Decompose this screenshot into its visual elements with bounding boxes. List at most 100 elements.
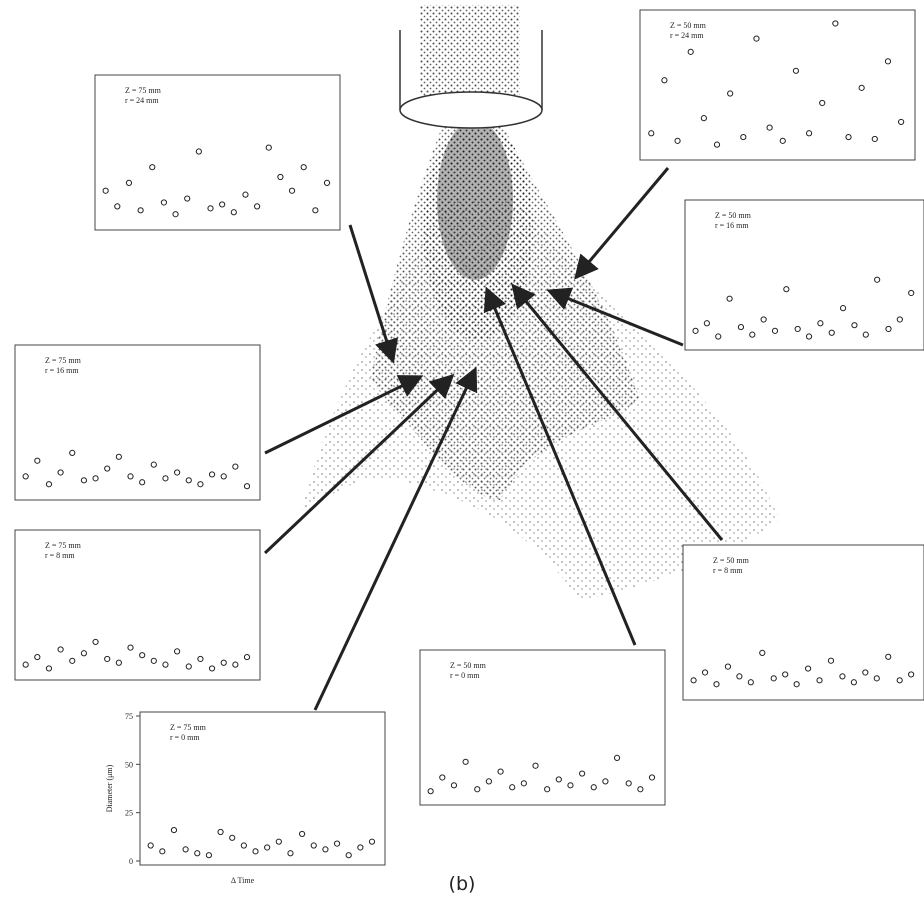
y-tick-label: 50 (125, 760, 133, 769)
data-point (862, 331, 869, 338)
data-point (264, 844, 271, 851)
data-point (45, 481, 53, 488)
data-point (760, 316, 767, 323)
panel: Z = 50 mmr = 8 mm (682, 544, 924, 701)
data-point (817, 320, 824, 327)
data-point (92, 475, 99, 482)
data-point (205, 852, 213, 859)
data-point (726, 295, 733, 302)
panel-subtitle: r = 0 mm (170, 733, 200, 742)
panel: Z = 50 mmr = 16 mm (684, 199, 924, 351)
data-point (182, 846, 189, 853)
data-point (139, 652, 146, 659)
data-point (885, 325, 892, 333)
panel-subtitle: r = 24 mm (125, 96, 159, 105)
data-point (127, 473, 134, 480)
panel-title: Z = 75 mm (125, 86, 162, 95)
data-point (242, 191, 249, 198)
data-point (532, 762, 539, 769)
panel-frame (14, 344, 261, 501)
panel: Z = 75 mmr = 16 mm (14, 344, 261, 501)
data-point (160, 199, 168, 206)
data-point (57, 646, 64, 653)
y-tick-label: 0 (129, 857, 133, 866)
data-point (184, 195, 191, 202)
data-point (229, 834, 236, 841)
data-point (232, 661, 239, 668)
data-point (828, 329, 835, 336)
data-point (299, 830, 306, 838)
data-point (125, 179, 133, 186)
data-point (648, 130, 655, 137)
data-point (873, 675, 880, 682)
data-point (845, 133, 852, 141)
data-point (45, 665, 53, 672)
data-point (715, 333, 722, 340)
data-point (208, 471, 216, 478)
panel-title: Z = 50 mm (713, 556, 750, 565)
data-point (858, 84, 865, 91)
panel-frame (139, 711, 386, 866)
panel-title: Z = 50 mm (450, 661, 487, 670)
y-axis-label: Diameter (μm) (105, 764, 114, 812)
data-point (243, 653, 251, 661)
data-point (896, 316, 903, 323)
data-point (871, 135, 878, 143)
data-point (230, 209, 237, 216)
data-point (277, 173, 284, 181)
data-point (737, 323, 745, 331)
panel: Z = 75 mmr = 0 mm 75 50 25 0 Diameter (μm) Δ T… (105, 711, 386, 885)
panel-title: Z = 50 mm (670, 21, 707, 30)
y-tick-label: 75 (125, 712, 133, 721)
data-point (759, 649, 766, 656)
data-point (219, 201, 226, 208)
data-point (792, 67, 800, 74)
data-point (674, 137, 681, 144)
data-point (357, 844, 364, 851)
data-point (736, 673, 743, 680)
data-point (625, 780, 632, 787)
data-point (333, 840, 341, 847)
data-point (747, 679, 754, 686)
data-point (896, 677, 903, 684)
data-point (805, 130, 813, 137)
data-point (323, 179, 331, 186)
panel-frame (14, 529, 261, 681)
panel-title: Z = 75 mm (170, 723, 207, 732)
panel-title: Z = 75 mm (45, 356, 82, 365)
data-point (793, 681, 800, 688)
data-point (497, 768, 504, 775)
data-point (208, 665, 216, 672)
data-point (207, 205, 214, 212)
data-point (197, 655, 204, 663)
data-point (288, 187, 296, 194)
data-point (908, 289, 915, 297)
data-point (579, 770, 586, 777)
data-point (839, 305, 847, 312)
data-point (884, 58, 892, 65)
data-point (727, 90, 734, 97)
data-point (22, 473, 29, 480)
data-point (816, 677, 823, 684)
data-point (805, 333, 813, 340)
panel-frame (682, 544, 924, 701)
data-point (150, 461, 157, 468)
data-point (819, 99, 826, 107)
data-point (724, 663, 732, 670)
data-point (137, 207, 144, 214)
data-point (832, 20, 839, 27)
data-point (102, 187, 109, 194)
data-point (766, 124, 773, 131)
data-point (439, 774, 446, 781)
data-point (232, 463, 239, 470)
data-point (252, 848, 259, 855)
data-point (839, 673, 846, 680)
data-point (740, 133, 747, 141)
data-point (782, 671, 789, 678)
panel-frame (639, 9, 916, 161)
data-point (139, 479, 146, 486)
data-point (908, 671, 915, 678)
data-point (783, 286, 790, 293)
data-point (114, 203, 121, 210)
data-point (509, 784, 516, 791)
